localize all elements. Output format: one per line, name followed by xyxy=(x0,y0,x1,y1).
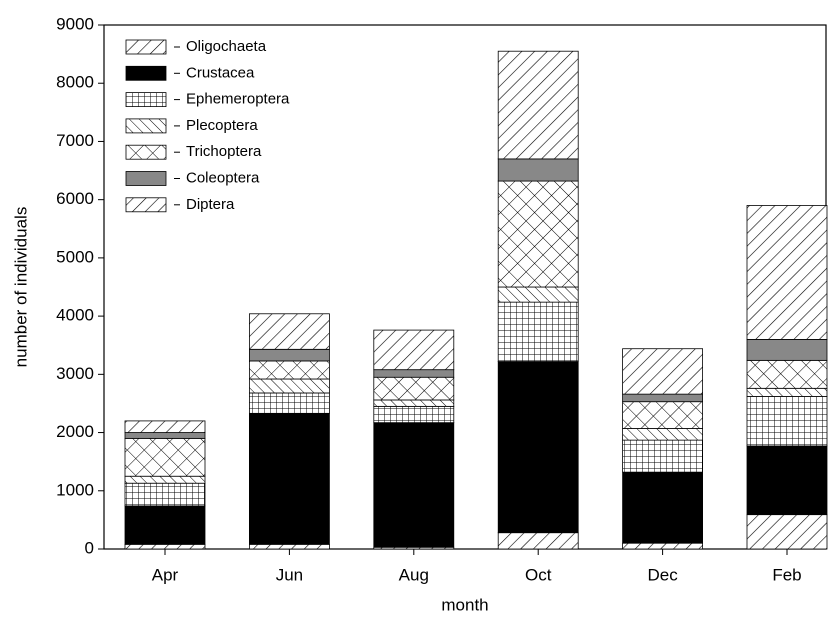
bar-segment xyxy=(124,437,206,477)
bar-segment xyxy=(124,420,206,433)
bar-segment xyxy=(746,359,828,389)
legend-label: Oligochaeta xyxy=(186,38,267,55)
bar-segment xyxy=(746,387,828,397)
y-tick-label: 5000 xyxy=(56,247,94,266)
x-tick-label: Dec xyxy=(647,565,678,584)
bar-segment xyxy=(124,505,206,545)
bar-segment xyxy=(746,396,828,447)
y-tick-label: 2000 xyxy=(56,422,94,441)
legend-swatch xyxy=(125,92,167,107)
bar-segment xyxy=(373,399,455,407)
bar-segment xyxy=(124,475,206,484)
bar-segment xyxy=(622,401,703,429)
bar-segment xyxy=(622,428,703,441)
bar-segment xyxy=(622,542,703,550)
bar-segment xyxy=(248,412,330,545)
x-tick-label: Aug xyxy=(399,565,429,584)
bar-segment xyxy=(373,422,455,548)
bar-segment xyxy=(373,329,455,371)
bar-segment xyxy=(622,393,703,403)
y-tick-label: 0 xyxy=(85,538,94,557)
bar-segment xyxy=(373,376,455,401)
bar-segment xyxy=(248,313,330,350)
bar-segment xyxy=(746,205,828,340)
x-axis-label: month xyxy=(441,595,488,614)
bar-segment xyxy=(373,369,455,378)
x-tick-label: Apr xyxy=(152,565,179,584)
bar-segment xyxy=(124,543,206,550)
bar-segment xyxy=(497,301,579,362)
bar-segment xyxy=(746,514,828,550)
y-tick-label: 8000 xyxy=(56,73,94,92)
bar-segment xyxy=(622,439,703,473)
bar-segment xyxy=(497,50,579,160)
legend-swatch xyxy=(125,171,167,186)
bar-segment xyxy=(248,348,330,362)
bar-segment xyxy=(497,532,579,550)
bar-segment xyxy=(497,158,579,182)
legend-swatch xyxy=(125,197,167,213)
bar-segment xyxy=(248,360,330,380)
legend-label: Diptera xyxy=(186,196,235,213)
y-tick-label: 1000 xyxy=(56,480,94,499)
x-tick-label: Jun xyxy=(276,565,303,584)
bar-segment xyxy=(622,471,703,544)
bar-segment xyxy=(373,405,455,424)
bar-segment xyxy=(124,482,206,507)
legend-label: Crustacea xyxy=(186,64,255,81)
legend-swatch xyxy=(125,144,167,160)
legend-label: Ephemeroptera xyxy=(186,91,290,108)
x-tick-label: Feb xyxy=(772,565,801,584)
y-tick-label: 4000 xyxy=(56,306,94,325)
bar-segment xyxy=(497,361,579,534)
legend-swatch xyxy=(125,39,167,55)
bar-segment xyxy=(746,338,828,361)
bar-segment xyxy=(622,348,703,395)
legend-label: Trichoptera xyxy=(186,143,262,160)
y-tick-label: 7000 xyxy=(56,131,94,150)
legend-label: Coleoptera xyxy=(186,169,260,186)
bar-segment xyxy=(248,392,330,414)
legend-label: Plecoptera xyxy=(186,117,258,134)
bar-segment xyxy=(497,180,579,288)
bar-segment xyxy=(124,432,206,439)
legend-swatch xyxy=(125,118,167,134)
y-tick-label: 9000 xyxy=(56,14,94,33)
bar-segment xyxy=(248,378,330,394)
bar-segment xyxy=(248,543,330,550)
y-axis-label: number of individuals xyxy=(11,207,30,368)
legend-swatch xyxy=(125,65,167,81)
y-tick-label: 6000 xyxy=(56,189,94,208)
y-tick-label: 3000 xyxy=(56,364,94,383)
bar-segment xyxy=(746,445,828,516)
bar-segment xyxy=(497,286,579,303)
x-tick-label: Oct xyxy=(525,565,552,584)
